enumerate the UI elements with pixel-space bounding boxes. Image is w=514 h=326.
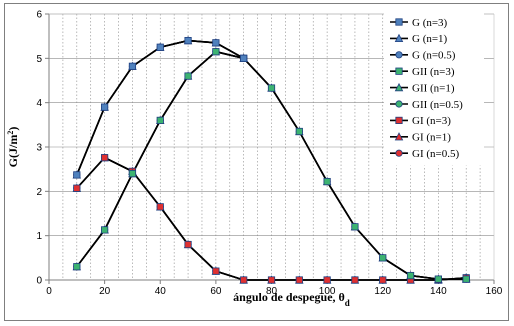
data-point (379, 254, 387, 262)
data-point (73, 263, 81, 271)
x-tick-label: 100 (319, 286, 336, 297)
x-tick-label: 60 (210, 286, 222, 297)
data-point (351, 276, 359, 284)
data-point (351, 223, 359, 231)
legend-entry: GII (n=3) (412, 66, 455, 78)
legend-entry: G (n=0.5) (412, 50, 456, 62)
y-axis-title: G(J/m2) (6, 127, 21, 168)
legend-entry: G (n=1) (412, 33, 448, 45)
data-point (323, 276, 331, 284)
y-axis-title-superscript: 2 (6, 131, 15, 135)
x-tick-label: 20 (99, 286, 111, 297)
x-axis-title-subscript: d (345, 298, 350, 308)
legend-marker (395, 100, 403, 108)
x-axis-title: ángulo de despegue, θd (233, 290, 350, 308)
y-axis-title-end: ) (6, 127, 20, 131)
data-point (212, 39, 220, 47)
data-point (379, 276, 387, 284)
data-point (240, 54, 248, 62)
legend-entry: GI (n=1) (412, 132, 451, 144)
data-point (295, 276, 303, 284)
x-tick-label: 160 (486, 286, 503, 297)
x-tick-label: 140 (430, 286, 447, 297)
legend-entry: GI (n=0.5) (412, 148, 459, 160)
data-point (73, 171, 81, 179)
data-point (101, 154, 109, 162)
legend-entry: G (n=3) (412, 17, 448, 29)
y-tick-label: 6 (36, 10, 42, 21)
x-tick-label: 40 (155, 286, 167, 297)
legend-marker (395, 67, 403, 75)
data-point (73, 184, 81, 192)
y-axis-title-main: G(J/m (6, 135, 20, 168)
data-point (295, 127, 303, 136)
data-point (212, 267, 220, 275)
legend-marker (394, 82, 404, 92)
data-point (156, 116, 164, 124)
data-point (101, 103, 109, 111)
data-point (184, 37, 192, 45)
y-tick-label: 4 (36, 98, 42, 109)
y-tick-label: 5 (36, 54, 42, 65)
legend-marker (395, 18, 403, 26)
data-point (462, 275, 470, 283)
data-point (128, 169, 137, 178)
data-point (323, 177, 331, 186)
legend-marker (395, 116, 403, 124)
grid (49, 13, 494, 280)
legend-marker (394, 33, 404, 42)
data-point (240, 276, 248, 284)
data-point (212, 48, 220, 56)
x-tick-label: 0 (46, 286, 52, 297)
legend-entry: GI (n=3) (412, 115, 451, 127)
y-tick-label: 2 (36, 187, 42, 198)
data-point (406, 271, 415, 280)
legend-entry: GII (n=0.5) (412, 99, 463, 111)
x-axis-title-main: ángulo de despegue, θ (233, 290, 345, 304)
legend-marker (395, 149, 403, 157)
data-point (434, 275, 442, 283)
x-tick-label: 120 (374, 286, 391, 297)
y-tick-label: 1 (36, 231, 42, 242)
data-point (156, 43, 164, 51)
legend-marker (394, 132, 404, 141)
legend: G (n=3) G (n=1) G (n=0.5) GII (n=3) GII (n=1… (384, 12, 484, 166)
x-tick-label: 80 (266, 286, 278, 297)
series-layer (72, 35, 471, 284)
data-point (267, 276, 276, 284)
y-tick-label: 3 (36, 143, 42, 154)
data-point (128, 62, 137, 70)
legend-marker (395, 51, 403, 59)
legend-entry: GII (n=1) (412, 82, 455, 94)
data-point (184, 240, 192, 249)
data-point (184, 72, 192, 80)
data-point (101, 226, 109, 234)
data-point (267, 84, 276, 92)
y-tick-label: 0 (36, 276, 42, 287)
data-point (156, 203, 164, 211)
